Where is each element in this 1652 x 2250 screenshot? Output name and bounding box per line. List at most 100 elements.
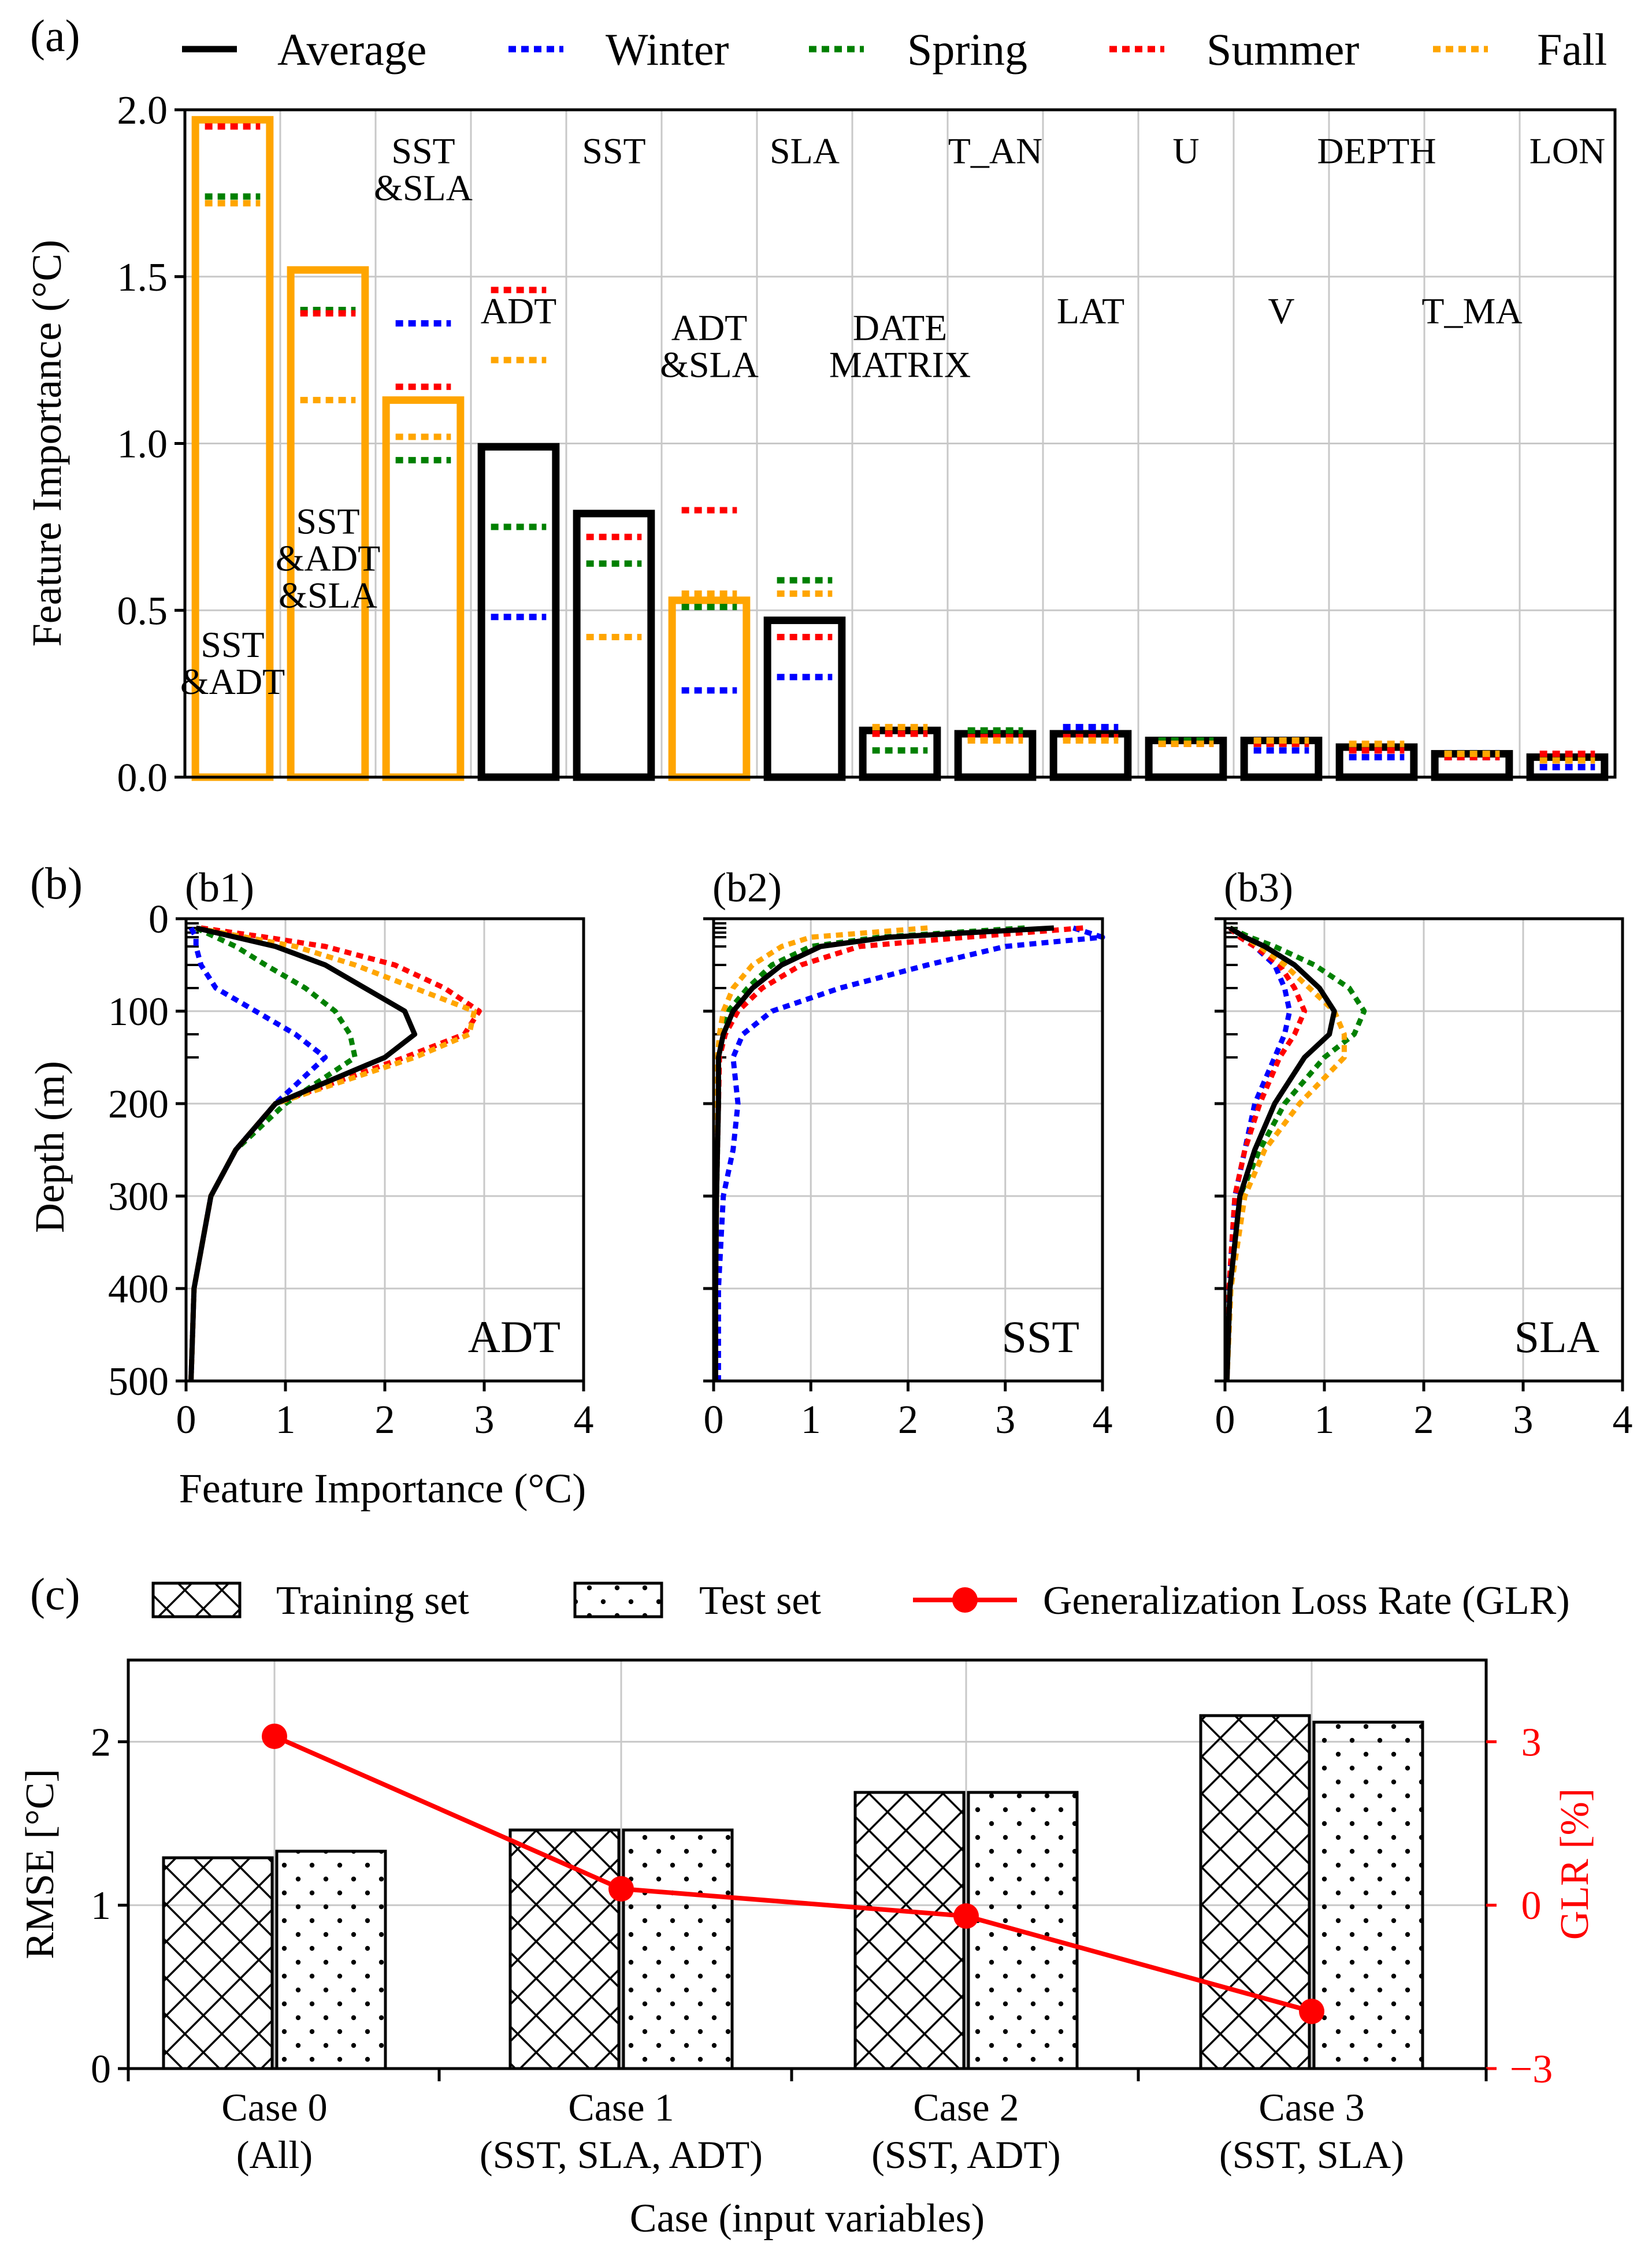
bar-annotation-8: T_AN [948, 130, 1043, 171]
glr-marker-3 [1299, 1999, 1324, 2025]
y-tick-label: 1.0 [117, 422, 168, 467]
x-tick-label-inputs: (SST, SLA, ADT) [480, 2133, 763, 2177]
y-tick-label: 300 [108, 1175, 169, 1219]
legend-label-spring: Spring [907, 24, 1027, 75]
bar-annotation-6: SLA [770, 130, 840, 171]
profile-average [1224, 926, 1337, 1382]
y-tick-label: 0.5 [117, 589, 168, 633]
glr-line [273, 1734, 1313, 2014]
panel-a-season-marks [205, 123, 1595, 771]
glr-marker-1 [608, 1876, 634, 1902]
x-tick-label: 1 [1315, 1398, 1335, 1442]
bar-annotation-13: T_MA [1421, 291, 1522, 332]
x-tick-label-case: Case 2 [913, 2085, 1019, 2129]
legend-label-winter: Winter [606, 24, 729, 75]
y-tick-label: 200 [108, 1082, 169, 1127]
bar-annotation-line: MATRIX [829, 344, 971, 385]
bar-annotation-line: T_AN [948, 130, 1043, 171]
y-tick-label: 1 [91, 1884, 111, 1928]
subplot-variable-label: SLA [1514, 1312, 1599, 1362]
bar-annotation-line: &ADT [276, 537, 380, 578]
y-tick-label: 0 [91, 2047, 111, 2092]
bar-annotation-12: DEPTH [1317, 130, 1436, 171]
bar-annotation-line: SST [201, 624, 264, 665]
x-tick-label: 1 [276, 1398, 296, 1442]
bar-annotation-14: LON [1530, 130, 1606, 171]
subplot-label: (b3) [1224, 864, 1293, 911]
bar-adt [477, 443, 560, 781]
panel-c-glr-line [262, 1723, 1324, 2025]
y-tick-label: 500 [108, 1360, 169, 1404]
bar-annotation-9: LAT [1057, 291, 1124, 332]
bar-annotation-1: SST &ADT &SLA [276, 500, 380, 615]
legend-label-test: Test set [699, 1579, 821, 1623]
subplot-label: (b2) [712, 864, 782, 911]
bar-annotation-line: &SLA [660, 344, 759, 385]
subplot-variable-label: ADT [468, 1312, 560, 1362]
subplot-label: (b1) [185, 864, 254, 911]
subplot-adt: (b1) 0 1 2 3 4 0 100 200 300 400 500 ADT [108, 864, 594, 1442]
bar-annotation-line: LON [1530, 130, 1606, 171]
bar-date-matrix [859, 726, 941, 781]
x-tick-label: 3 [474, 1398, 495, 1442]
bar-training-0 [162, 1856, 274, 2070]
x-tick-label: 3 [995, 1398, 1015, 1442]
x-tick-label: 0 [176, 1398, 196, 1442]
bar-test-0 [275, 1850, 387, 2070]
bar-annotation-line: U [1172, 130, 1199, 171]
bar-annotation-line: SST [391, 130, 455, 171]
glr-marker-0 [262, 1723, 287, 1749]
bar-annotation-0: SST &ADT [180, 624, 285, 702]
y-tick-label: 100 [108, 990, 169, 1034]
y-tick-label: 0 [149, 897, 169, 942]
x-tick-label-case: Case 0 [221, 2085, 327, 2129]
bar-annotation-line: V [1268, 291, 1294, 332]
bar-annotation-10: U [1172, 130, 1199, 171]
x-tick-label: 2 [375, 1398, 395, 1442]
subplot-sst: (b2) 0 1 2 3 4 SST [703, 864, 1113, 1442]
panel-b: (b) (b1) 0 1 2 3 4 0 100 200 300 400 500 ADT (b2) 0 1 2 3… [27, 858, 1633, 1512]
profile-average [188, 925, 418, 1382]
profile-winter [715, 925, 1105, 1381]
panel-c-legend: Training set Test set Generalization Los… [151, 1579, 1570, 1623]
x-tick-label: 2 [1414, 1398, 1434, 1442]
legend-label-fall: Fall [1537, 24, 1607, 75]
bar-sst-sla [382, 396, 465, 781]
bar-annotation-line: &SLA [279, 574, 377, 615]
bar-annotation-5: ADT &SLA [660, 307, 759, 385]
bar-sst [573, 510, 655, 781]
profile-fall [1224, 926, 1347, 1382]
panel-b-subplots: (b1) 0 1 2 3 4 0 100 200 300 400 500 ADT (b2) 0 1 2 3 4 SST… [108, 864, 1633, 1442]
x-tick-label: 4 [1613, 1398, 1633, 1442]
bar-annotation-line: SST [296, 500, 359, 541]
bar-training-3 [1199, 1714, 1311, 2070]
y2-tick-label: 3 [1521, 1720, 1542, 1765]
bar-annotation-line: DEPTH [1317, 130, 1436, 171]
subplot-sla: (b3) 0 1 2 3 4 SLA [1215, 864, 1633, 1442]
x-tick-label: 4 [1093, 1398, 1113, 1442]
panel-a-label: (a) [30, 10, 80, 61]
panel-b-ylabel: Depth (m) [27, 1061, 73, 1233]
y-tick-label: 0.0 [117, 756, 168, 800]
legend-label-training: Training set [276, 1579, 469, 1623]
bar-annotation-line: SST [582, 130, 645, 171]
panel-c-frame [127, 1658, 1488, 2070]
y-tick-label: 1.5 [117, 255, 168, 300]
bar-training-1 [508, 1828, 621, 2070]
legend-label-summer: Summer [1206, 24, 1359, 75]
profile-average [712, 925, 1055, 1381]
bar-annotation-line: LAT [1057, 291, 1124, 332]
x-tick-label-inputs: (SST, SLA) [1219, 2133, 1404, 2177]
panel-c-bars [162, 1714, 1424, 2070]
panel-a-ylabel: Feature Importance (°C) [24, 240, 70, 647]
x-tick-label-case: Case 3 [1259, 2085, 1364, 2129]
x-tick-label: 3 [1513, 1398, 1534, 1442]
panel-c-xlabel: Case (input variables) [630, 2196, 985, 2241]
glr-marker-2 [953, 1903, 979, 1929]
legend-swatch-glr-marker [952, 1587, 978, 1613]
y-tick-label: 400 [108, 1267, 169, 1312]
bar-annotation-7: DATE MATRIX [829, 307, 971, 385]
bar-annotation-2: SST &SLA [374, 130, 473, 208]
